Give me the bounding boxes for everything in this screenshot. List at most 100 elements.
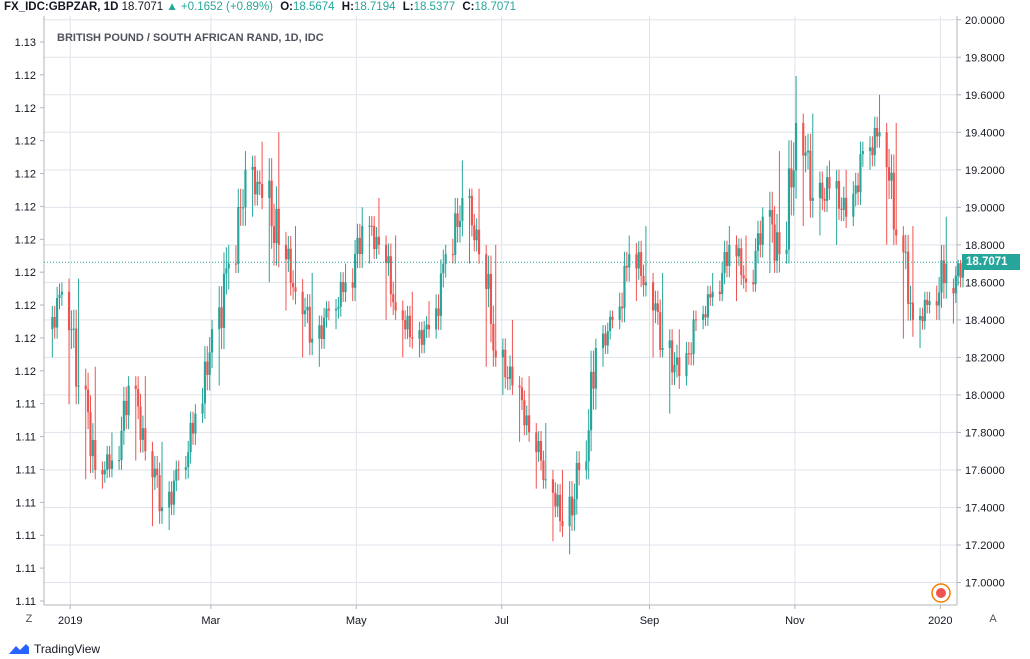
candle-body (158, 475, 161, 512)
candle-body (144, 428, 147, 452)
candle-body (439, 273, 442, 316)
candle-body (873, 127, 876, 156)
right-tick-label: 19.6000 (965, 90, 1005, 102)
candle-body (489, 273, 493, 324)
right-price-axis[interactable]: 20.0000 19.8000 19.6000 19.4000 19.2000 19.00… (956, 15, 1005, 605)
left-tick-label: 1.12 (15, 267, 36, 279)
candle-body (435, 308, 438, 330)
candle-body (806, 150, 810, 153)
candle-body (458, 220, 462, 228)
candle-body (778, 232, 781, 255)
candle-body (671, 340, 674, 373)
candle-body (876, 127, 879, 137)
candle-body (742, 275, 745, 279)
right-tick-label: 20.0000 (965, 15, 1005, 27)
candle-body (411, 337, 414, 339)
candle-body (744, 278, 748, 283)
left-tick-label: 1.13 (15, 37, 36, 49)
time-tick-label: May (346, 615, 367, 627)
candle-body (275, 208, 278, 244)
candle-body (918, 316, 922, 320)
candle-body (70, 329, 73, 331)
candle-body (959, 263, 962, 278)
candle-body (222, 273, 226, 328)
candle-body (220, 307, 223, 328)
candle-body (635, 254, 638, 269)
candle-body (468, 195, 471, 198)
candle-body (334, 308, 338, 311)
candle-body (437, 308, 440, 316)
left-tick-label: 1.11 (15, 464, 36, 476)
candle-body (795, 122, 798, 171)
candle-body (494, 350, 497, 358)
candle-body (342, 281, 345, 293)
candle-body (156, 468, 159, 476)
candle-body (790, 168, 793, 188)
open-label: O: (280, 1, 293, 13)
candle-body (210, 329, 214, 353)
candle-body (735, 244, 738, 257)
candle-body (301, 291, 304, 315)
time-tick-label: Nov (785, 615, 805, 627)
candle-body (525, 415, 528, 426)
low-label: L: (402, 1, 414, 13)
candle-body (261, 183, 264, 198)
candle-body (194, 413, 197, 434)
candle-body (501, 349, 504, 358)
candle-body (241, 207, 245, 209)
candle-body (904, 251, 907, 253)
candle-body (606, 331, 609, 346)
candle-body (625, 265, 628, 268)
candle-body (611, 316, 614, 320)
time-tick-label: Mar (201, 615, 220, 627)
candle-body (218, 307, 221, 330)
candle-body (385, 244, 388, 264)
high-value: 18.7194 (353, 1, 396, 13)
candle-body (292, 282, 295, 288)
candle-body (926, 299, 929, 305)
candle-body (628, 254, 631, 268)
right-tick-label: 17.6000 (965, 465, 1005, 477)
close-label: C: (462, 1, 475, 13)
zoom-button[interactable]: Z (25, 613, 33, 625)
events-icon[interactable] (931, 583, 951, 603)
right-tick-label: 17.4000 (965, 502, 1005, 514)
left-tick-label: 1.12 (15, 333, 36, 345)
candle-body (172, 480, 175, 505)
candle-body (51, 317, 54, 330)
candle-body (94, 439, 97, 470)
candle-body (852, 193, 855, 217)
candle-body (67, 291, 71, 331)
left-tick-label: 1.12 (15, 70, 36, 82)
brand-name: TradingView (34, 642, 101, 656)
candle-body (101, 469, 104, 475)
candle-body (168, 491, 171, 508)
candle-body (153, 468, 156, 478)
candle-body (709, 294, 712, 298)
candle-body (754, 250, 757, 285)
left-price-axis[interactable]: 1.13 1.12 1.12 1.12 1.12 1.12 1.12 1.12 1.12 1.12… (15, 16, 45, 608)
candle-body (907, 251, 910, 304)
candle-body (137, 389, 140, 407)
left-tick-label: 1.12 (15, 300, 36, 312)
brand-footer[interactable]: TradingView (8, 641, 100, 657)
candle-body (551, 479, 555, 493)
candle-body (108, 454, 111, 469)
time-axis[interactable]: 2019 Mar May Jul Sep Nov 2020 (44, 604, 957, 627)
candle-body (845, 197, 848, 217)
candle-body (728, 244, 731, 267)
symbol-name[interactable]: FX_IDC:GBPZAR, 1D (4, 1, 119, 13)
candle-body (609, 316, 612, 332)
candle-body (823, 198, 826, 201)
candle-body (175, 469, 178, 481)
candle-body (573, 499, 576, 516)
candle-body (656, 303, 659, 313)
candle-body (308, 306, 311, 343)
candle-body (556, 494, 559, 507)
candle-body (122, 400, 125, 431)
candle-body (351, 282, 354, 288)
candle-body (53, 317, 56, 328)
auto-scale-button[interactable]: A (989, 613, 997, 625)
candle-body (938, 292, 941, 306)
